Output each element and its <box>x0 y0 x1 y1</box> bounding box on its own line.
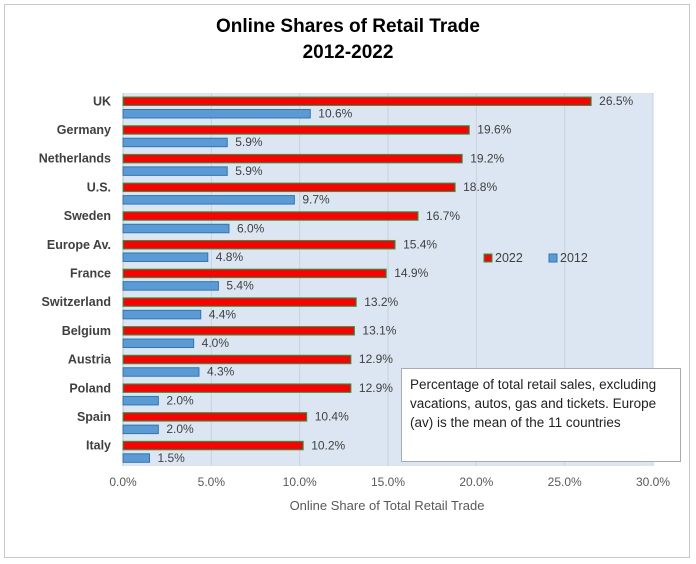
category-label: Europe Av. <box>47 238 111 252</box>
category-label: France <box>70 267 111 281</box>
bar-2022 <box>122 326 355 336</box>
bar-2012 <box>122 338 195 349</box>
data-label-2012: 9.7% <box>302 193 330 207</box>
legend-swatch <box>483 253 493 263</box>
bar-2022 <box>122 239 396 250</box>
bar-2012 <box>122 367 200 377</box>
legend-swatch <box>548 253 558 263</box>
data-label-2012: 4.3% <box>207 365 235 379</box>
bar-2022 <box>122 153 463 164</box>
bar-2012 <box>122 223 230 234</box>
bar-2012 <box>122 137 228 148</box>
annotation-note: Percentage of total retail sales, exclud… <box>401 368 681 462</box>
bar-2022 <box>122 383 352 393</box>
bar-2012 <box>122 424 159 435</box>
bar-2022 <box>122 182 456 193</box>
bar-2012 <box>122 281 219 291</box>
bar-2012 <box>122 453 150 463</box>
category-label: Netherlands <box>39 152 111 166</box>
bar-2012 <box>122 109 311 119</box>
data-label-2022: 12.9% <box>359 352 393 366</box>
category-label: Belgium <box>62 324 111 338</box>
bar-2022 <box>122 440 304 451</box>
data-labels: 26.5% 10.6% 19.6% 5.9% 19.2% 5.9% 18.8% 9.7% 16.… <box>158 94 634 465</box>
bars <box>122 96 592 463</box>
data-label-2012: 2.0% <box>166 393 194 407</box>
x-tick-label: 10.0% <box>283 475 317 489</box>
data-label-2012: 1.5% <box>158 451 186 465</box>
x-axis-label: Online Share of Total Retail Trade <box>290 498 485 513</box>
data-label-2022: 14.9% <box>394 266 428 280</box>
data-label-2012: 5.9% <box>235 135 263 149</box>
category-labels: UK Germany Netherlands U.S. Sweden Europe Av.… <box>39 94 112 452</box>
data-label-2012: 5.4% <box>226 279 254 293</box>
bar-2012 <box>122 395 159 406</box>
x-tick-label: 15.0% <box>371 475 405 489</box>
x-tick-labels: 0.0% 5.0% 10.0% 15.0% 20.0% 25.0% 30.0% <box>109 475 670 489</box>
data-label-2022: 16.7% <box>426 209 460 223</box>
category-label: UK <box>93 94 111 108</box>
chart-title: Online Shares of Retail Trade <box>216 16 480 37</box>
data-label-2022: 13.2% <box>364 295 398 309</box>
data-label-2022: 15.4% <box>403 237 437 251</box>
category-label: Austria <box>68 353 112 367</box>
bar-2012 <box>122 309 202 320</box>
legend-label: 2012 <box>560 251 588 265</box>
data-label-2012: 4.0% <box>202 336 230 350</box>
category-label: Sweden <box>64 209 111 223</box>
data-label-2022: 19.2% <box>470 151 504 165</box>
data-label-2012: 4.4% <box>209 307 237 321</box>
x-tick-label: 20.0% <box>459 475 493 489</box>
bar-2022 <box>122 412 308 422</box>
data-label-2022: 19.6% <box>477 123 511 137</box>
x-tick-label: 30.0% <box>636 475 670 489</box>
chart-subtitle: 2012-2022 <box>302 42 394 63</box>
data-label-2012: 5.9% <box>235 164 263 178</box>
bar-2022 <box>122 268 387 279</box>
category-label: Switzerland <box>42 295 111 309</box>
bar-2012 <box>122 166 228 176</box>
category-label: Spain <box>77 410 111 424</box>
data-label-2012: 2.0% <box>166 422 194 436</box>
bar-2022 <box>122 125 470 135</box>
legend-label: 2022 <box>495 251 523 265</box>
x-tick-label: 25.0% <box>548 475 582 489</box>
bar-2012 <box>122 252 209 262</box>
data-label-2012: 6.0% <box>237 221 265 235</box>
data-label-2022: 13.1% <box>362 324 396 338</box>
bar-2022 <box>122 297 357 307</box>
category-label: Poland <box>69 381 111 395</box>
data-label-2012: 4.8% <box>216 250 244 264</box>
bar-2022 <box>122 354 352 365</box>
data-label-2022: 12.9% <box>359 381 393 395</box>
bar-2012 <box>122 195 295 205</box>
category-label: U.S. <box>87 180 111 194</box>
data-label-2022: 26.5% <box>599 94 633 108</box>
x-tick-label: 0.0% <box>109 475 137 489</box>
bar-2022 <box>122 96 592 106</box>
category-label: Italy <box>86 439 111 453</box>
data-label-2022: 18.8% <box>463 180 497 194</box>
bar-2022 <box>122 211 419 221</box>
legend: 2022 2012 <box>483 251 588 265</box>
x-tick-label: 5.0% <box>198 475 226 489</box>
data-label-2022: 10.2% <box>311 438 345 452</box>
data-label-2012: 10.6% <box>318 107 352 121</box>
category-label: Germany <box>57 123 111 137</box>
data-label-2022: 10.4% <box>315 410 349 424</box>
